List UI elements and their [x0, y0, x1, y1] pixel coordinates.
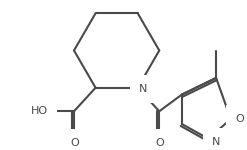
Text: N: N	[138, 84, 147, 94]
Text: O: O	[71, 138, 79, 148]
Text: HO: HO	[31, 106, 48, 116]
Text: O: O	[156, 138, 165, 148]
Text: O: O	[235, 114, 244, 124]
Text: N: N	[212, 137, 220, 147]
